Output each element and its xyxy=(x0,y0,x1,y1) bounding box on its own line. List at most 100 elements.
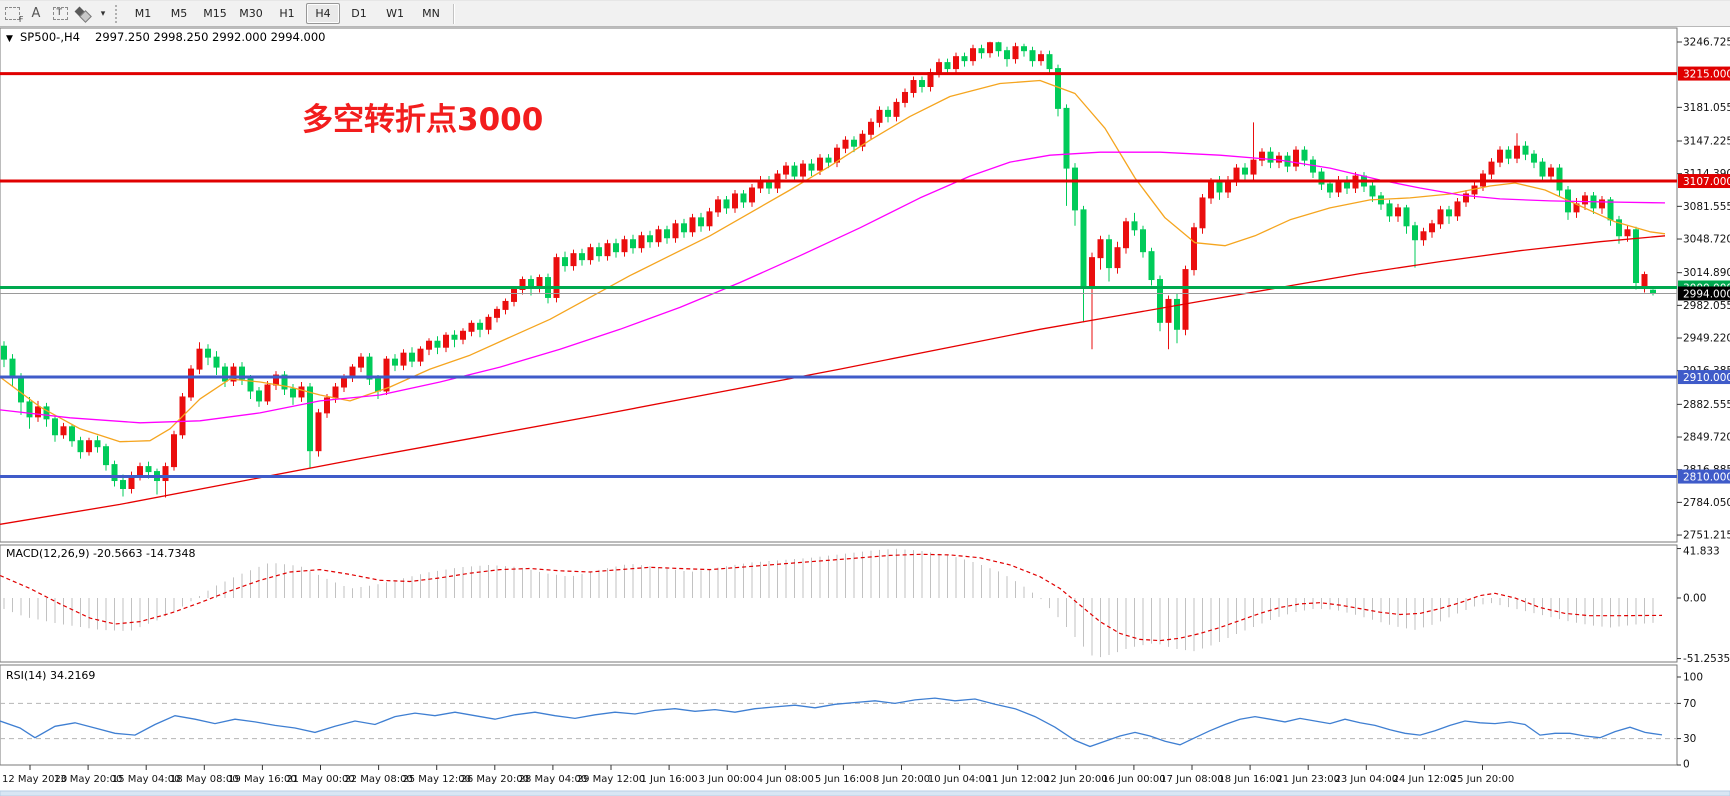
candle-body xyxy=(145,466,152,473)
candle-body xyxy=(477,322,483,330)
candle-body xyxy=(876,109,883,123)
candle-body xyxy=(706,211,713,227)
collapse-arrow-icon[interactable]: ▼ xyxy=(6,34,13,44)
chart-svg[interactable]: 3246.7253181.0553147.2253114.3903081.555… xyxy=(0,27,1730,796)
candle-body xyxy=(358,356,364,368)
ma-fast-line[interactable] xyxy=(0,79,1666,443)
candle-body xyxy=(69,426,75,442)
candle-body xyxy=(1403,207,1410,227)
candle-body xyxy=(18,376,24,403)
candle-body xyxy=(502,300,509,310)
time-label: 15 May 04:00 xyxy=(112,774,181,785)
candle-body xyxy=(715,199,721,213)
candle-body xyxy=(1182,269,1189,330)
fill-color-icon[interactable] xyxy=(73,4,95,24)
candle-body xyxy=(919,80,925,88)
candle-body xyxy=(1327,183,1333,193)
price-tick-label: 3246.725 xyxy=(1683,37,1730,49)
candle-body xyxy=(1114,247,1121,269)
candle-body xyxy=(460,330,466,340)
candle-body xyxy=(519,279,526,290)
candle-body xyxy=(307,386,313,452)
macd-label: MACD(12,26,9) -20.5663 -14.7348 xyxy=(6,547,195,560)
candle-body xyxy=(808,163,815,171)
price-badge-2810: 2810.000 xyxy=(1678,469,1730,484)
candle-body xyxy=(1038,54,1044,62)
candle-body xyxy=(621,239,628,253)
candle-body xyxy=(723,199,730,209)
macd-axis-label: -51.2535 xyxy=(1683,653,1730,665)
timeframe-m5-button[interactable]: M5 xyxy=(170,7,188,20)
price-tick-label: 2784.050 xyxy=(1683,497,1730,509)
time-label: 10 Jun 04:00 xyxy=(928,774,992,785)
candle-body xyxy=(1641,274,1648,288)
timeframe-w1-button[interactable]: W1 xyxy=(386,7,404,20)
timeframe-m15-button[interactable]: M15 xyxy=(203,7,227,20)
candle-body xyxy=(1556,167,1563,191)
candle-body xyxy=(103,446,109,466)
candle-body xyxy=(672,223,679,239)
candles-layer xyxy=(1,41,1656,498)
ma-slow-line[interactable] xyxy=(0,235,1666,525)
price-badge-3107: 3107.000 xyxy=(1678,174,1730,189)
svg-text:3215.000: 3215.000 xyxy=(1683,69,1730,81)
time-label: 8 Jun 20:00 xyxy=(873,774,930,785)
candle-body xyxy=(1148,251,1155,281)
chart-annotation-text[interactable]: 多空转折点3000 xyxy=(302,102,543,138)
candle-body xyxy=(562,257,568,267)
candle-body xyxy=(171,434,177,468)
candle-body xyxy=(800,163,806,177)
price-axis[interactable]: 3246.7253181.0553147.2253114.3903081.555… xyxy=(1677,37,1730,771)
candle-body xyxy=(953,56,959,70)
timeframe-h4-button[interactable]: H4 xyxy=(306,3,340,24)
candle-body xyxy=(961,56,968,62)
candle-body xyxy=(1318,171,1325,185)
rsi-panel[interactable] xyxy=(0,664,1678,766)
candle-body xyxy=(1267,151,1274,163)
current-price-badge: 2994.000 xyxy=(1678,286,1730,301)
dropdown-caret-icon[interactable]: ▾ xyxy=(100,8,106,19)
timeframe-d1-button[interactable]: D1 xyxy=(351,7,367,20)
candle-body xyxy=(247,378,254,392)
price-tick-label: 3014.890 xyxy=(1683,267,1730,279)
candle-body xyxy=(732,193,738,209)
candle-body xyxy=(842,139,849,149)
time-label: 24 Jun 12:00 xyxy=(1393,774,1457,785)
timeframe-m30-button[interactable]: M30 xyxy=(239,7,263,20)
candle-body xyxy=(936,62,942,74)
rsi-label: RSI(14) 34.2169 xyxy=(6,669,95,682)
candle-body xyxy=(1276,155,1282,163)
candle-body xyxy=(698,217,704,227)
price-tick-label: 3081.555 xyxy=(1683,201,1730,213)
dotted-rect-f-icon[interactable]: F xyxy=(1,4,24,24)
candle-body xyxy=(86,440,92,453)
candle-body xyxy=(35,406,41,418)
candle-body xyxy=(1386,203,1393,217)
candle-body xyxy=(1021,46,1027,52)
candle-body xyxy=(893,101,900,117)
candle-body xyxy=(902,91,908,103)
timeframe-mn-button[interactable]: MN xyxy=(422,7,440,20)
timeframe-m1-button[interactable]: M1 xyxy=(134,7,152,20)
timeframe-h1-button[interactable]: H1 xyxy=(279,7,295,20)
chart-area[interactable]: 3246.7253181.0553147.2253114.3903081.555… xyxy=(0,27,1730,796)
candle-body xyxy=(1004,50,1010,60)
candle-body xyxy=(1242,167,1248,175)
svg-text:2810.000: 2810.000 xyxy=(1683,472,1730,484)
macd-panel[interactable] xyxy=(0,544,1678,663)
candle-body xyxy=(1,345,7,360)
text-a-icon[interactable]: A xyxy=(31,6,41,21)
candle-body xyxy=(1429,223,1435,233)
candle-body xyxy=(1123,221,1129,249)
candle-body xyxy=(205,348,211,358)
candle-body xyxy=(885,109,891,117)
ma-medium-line[interactable] xyxy=(0,151,1666,424)
toolbar: F A T ▾ M1 M5 M15 M30 H1 H4 D1 W1 MN xyxy=(0,0,1730,27)
price-tick-label: 2849.720 xyxy=(1683,432,1730,444)
price-chart-panel[interactable] xyxy=(0,27,1678,543)
candle-body xyxy=(1174,298,1180,330)
candle-body xyxy=(468,322,475,332)
time-label: 25 Jun 20:00 xyxy=(1451,774,1515,785)
text-box-t-icon[interactable]: T xyxy=(49,4,71,24)
